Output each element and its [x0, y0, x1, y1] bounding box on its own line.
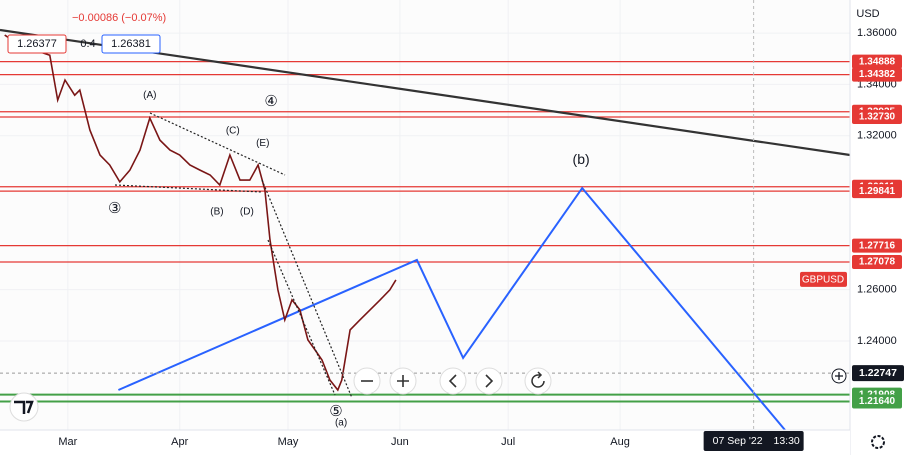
price-line-label-box — [852, 255, 902, 270]
current-price-box — [852, 365, 904, 382]
y-tick-label: 1.32000 — [857, 130, 897, 142]
y-tick-label: 1.24000 — [857, 335, 897, 347]
logo-mark — [14, 400, 34, 414]
wave-label: (a) — [335, 417, 347, 428]
dotted-trendline — [114, 184, 263, 193]
price-line-label-box — [852, 67, 902, 82]
icon — [397, 375, 409, 387]
header: −0.00086 (−0.07%) 1.26377 0.4 1.26381 — [7, 12, 166, 54]
x-tick-label: Aug — [610, 436, 630, 448]
plot-area — [0, 0, 851, 431]
icon — [485, 374, 494, 388]
y-tick-label: 1.36000 — [857, 27, 897, 39]
x-tick-label: Jun — [391, 436, 409, 448]
price-line-label-box — [852, 54, 902, 69]
bid: 1.26377 — [17, 38, 57, 50]
reset-button[interactable] — [524, 367, 552, 395]
y-tick-label: 1.26000 — [857, 284, 897, 296]
dotted-trendline — [267, 239, 336, 396]
wave-channels — [114, 112, 353, 399]
price-line-label: 1.29841 — [859, 186, 896, 197]
scroll-right-button[interactable] — [475, 367, 503, 395]
wave-label: ③ — [108, 200, 121, 217]
symbol-label: GBPUSD — [802, 275, 844, 286]
x-tick-label: Apr — [171, 436, 188, 448]
price-line-label-box — [852, 184, 902, 199]
dotted-trendline — [261, 179, 353, 399]
x-tick-label: May — [278, 436, 299, 448]
x-tick-label: Mar — [58, 436, 77, 448]
wave-label: ⑤ — [329, 403, 342, 420]
settings-button[interactable] — [871, 435, 885, 449]
crosshair-time-box — [703, 431, 804, 451]
price-line-label: 1.32730 — [859, 112, 896, 123]
price-change: −0.00086 (−0.07%) — [72, 12, 166, 24]
bid-box[interactable] — [7, 34, 67, 54]
current-price: 1.22747 — [859, 367, 897, 379]
crosshair-time: 13:30 — [773, 435, 799, 447]
price-line-label-box — [852, 394, 902, 409]
wave-label: (b) — [573, 151, 590, 167]
currency: USD — [856, 8, 879, 20]
wave-label: (C) — [226, 126, 240, 137]
toolbar — [353, 367, 552, 395]
dotted-trendline — [149, 112, 286, 176]
price-line-label: 1.27716 — [859, 240, 896, 251]
drawing-line — [118, 186, 786, 431]
price-line-label-box — [852, 109, 902, 124]
wave-label: (A) — [143, 90, 156, 101]
ask-box[interactable] — [101, 34, 161, 54]
wave-label: (D) — [240, 207, 254, 218]
ask: 1.26381 — [111, 38, 151, 50]
icon — [531, 371, 545, 388]
symbol-label-box — [800, 271, 847, 287]
wave-label: ④ — [264, 93, 277, 110]
price-line-label: 1.27078 — [859, 257, 896, 268]
price-line-label: 1.21640 — [859, 396, 896, 407]
spread: 0.4 — [80, 38, 95, 50]
icon — [448, 374, 457, 388]
price-line-label-box — [852, 238, 902, 253]
scroll-left-button[interactable] — [439, 367, 467, 395]
x-tick-label: Jul — [501, 436, 515, 448]
wave-label: (B) — [210, 207, 223, 218]
price-line-label: 1.34888 — [859, 56, 896, 67]
wave-label: (E) — [256, 138, 269, 149]
crosshair-date: 07 Sep '22 — [713, 435, 763, 447]
icon — [835, 372, 843, 380]
price-line-series — [4, 34, 397, 392]
price-line-label: 1.34382 — [859, 69, 896, 80]
